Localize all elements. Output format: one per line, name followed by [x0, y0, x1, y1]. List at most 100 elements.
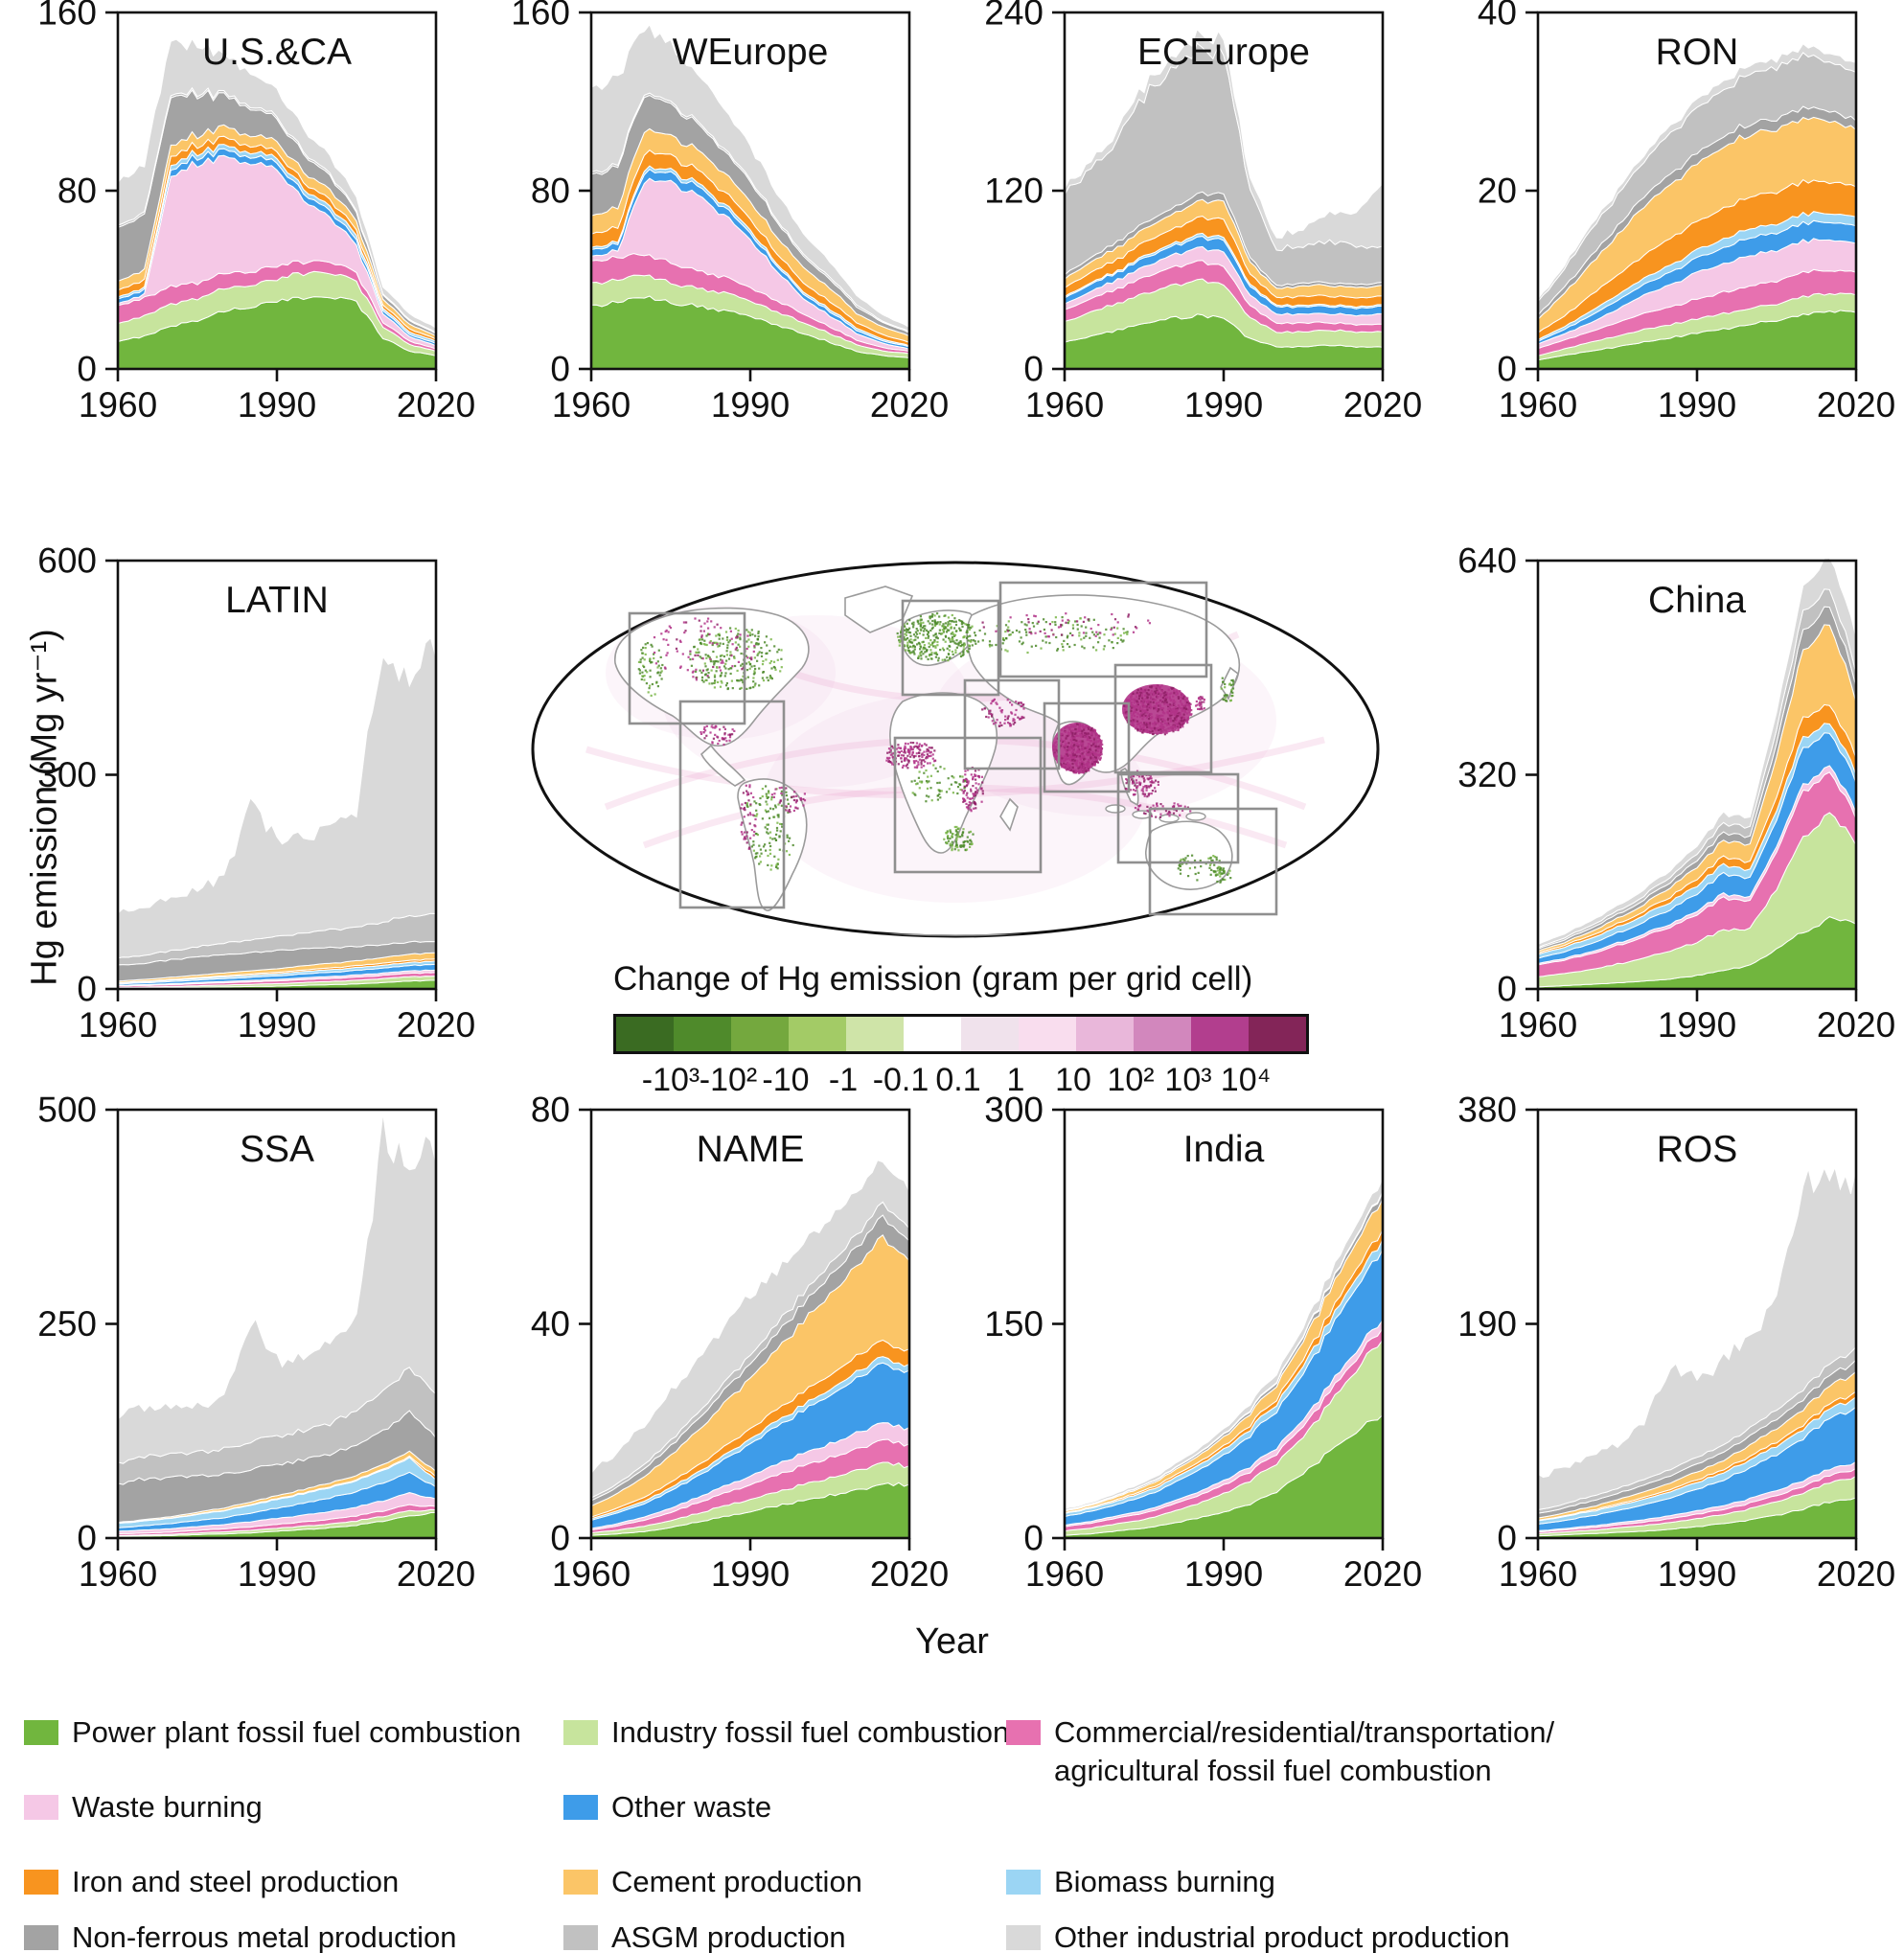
emission-dot [1185, 720, 1188, 723]
emission-dot [1141, 699, 1145, 701]
emission-dot [919, 615, 922, 618]
emission-dot [1137, 805, 1140, 808]
emission-dot [887, 747, 891, 750]
emission-dot [785, 787, 788, 790]
emission-dot [684, 630, 687, 632]
emission-dot [1210, 868, 1213, 871]
emission-dot [972, 833, 975, 836]
emission-dot [1097, 736, 1100, 740]
emission-dot [654, 693, 656, 696]
emission-dot [1187, 708, 1190, 711]
emission-dot [962, 791, 965, 793]
emission-dot [1076, 620, 1079, 623]
emission-dot [1067, 634, 1069, 637]
emission-dot [948, 636, 951, 639]
emission-dot [753, 830, 756, 834]
emission-dot [1072, 737, 1075, 740]
emission-dot [966, 630, 969, 632]
emission-dot [728, 639, 731, 642]
emission-dot [1182, 698, 1186, 701]
emission-dot [1125, 701, 1128, 703]
emission-dot [967, 782, 970, 785]
emission-dot [1060, 745, 1063, 747]
emission-dot [1095, 752, 1098, 755]
emission-dot [1059, 734, 1062, 738]
emission-dot [921, 759, 924, 762]
emission-dot [1075, 745, 1078, 747]
emission-dot [1062, 764, 1065, 767]
emission-dot [948, 788, 951, 791]
emission-dot [1003, 722, 1006, 724]
emission-dot [1054, 742, 1057, 745]
emission-dot [1100, 748, 1103, 751]
emission-dot [1153, 781, 1156, 784]
emission-dot [1030, 645, 1033, 648]
emission-dot [1167, 724, 1171, 726]
emission-dot [917, 656, 920, 659]
emission-dot [1197, 871, 1200, 874]
emission-dot [1111, 627, 1113, 630]
emission-dot [774, 839, 777, 841]
emission-dot [1187, 718, 1190, 721]
emission-dot [951, 635, 954, 638]
emission-dot [1172, 686, 1175, 690]
emission-dot [742, 808, 746, 811]
emission-dot [788, 839, 791, 842]
emission-dot [1076, 748, 1079, 751]
emission-dot [1144, 697, 1147, 700]
x-tick-label: 1990 [238, 1554, 316, 1594]
emission-dot [725, 659, 728, 662]
emission-dot [676, 638, 678, 641]
emission-dot [709, 731, 712, 734]
emission-dot [1154, 704, 1157, 708]
emission-dot [757, 643, 760, 646]
emission-dot [971, 644, 974, 647]
emission-dot [1090, 754, 1092, 757]
emission-dot [1156, 715, 1158, 718]
emission-dot [1063, 755, 1067, 758]
emission-dot [748, 667, 751, 670]
emission-dot [746, 790, 748, 793]
emission-dot [740, 652, 743, 655]
emission-dot [1149, 774, 1152, 777]
emission-dot [724, 631, 728, 633]
emission-dot [887, 760, 890, 763]
emission-dot [1141, 718, 1144, 721]
emission-dot [665, 638, 668, 641]
emission-dot [788, 853, 791, 857]
colorbar [613, 1014, 1309, 1054]
emission-dot [944, 614, 947, 617]
emission-dot [922, 646, 925, 649]
emission-dot [988, 643, 991, 646]
emission-dot [752, 840, 755, 843]
emission-dot [1179, 872, 1182, 875]
emission-dot [704, 665, 707, 668]
emission-dot [962, 797, 965, 801]
emission-dot [886, 751, 889, 754]
emission-dot [1134, 706, 1136, 709]
emission-dot [1165, 692, 1168, 695]
emission-dot [702, 727, 706, 731]
x-tick-label: 2020 [1343, 1554, 1422, 1594]
emission-dot [1009, 633, 1012, 636]
emission-dot [1073, 753, 1077, 757]
emission-dot [1146, 809, 1149, 812]
emission-dot [1009, 616, 1012, 619]
emission-dot [1149, 701, 1152, 703]
emission-dot [1180, 858, 1182, 861]
chart-title: RON [1656, 32, 1739, 73]
emission-dot [1222, 870, 1226, 873]
emission-dot [1219, 865, 1222, 869]
legend-swatch-nonferrous [24, 1925, 58, 1950]
emission-dot [762, 845, 766, 848]
emission-dot [1072, 745, 1075, 747]
emission-dot [918, 787, 921, 790]
emission-dot [1085, 770, 1088, 772]
emission-dot [948, 638, 952, 641]
emission-dot [1087, 734, 1090, 737]
emission-dot [967, 635, 970, 638]
emission-dot [960, 844, 963, 847]
emission-dot [920, 629, 923, 632]
emission-dot [1139, 804, 1142, 807]
emission-dot [707, 676, 710, 678]
